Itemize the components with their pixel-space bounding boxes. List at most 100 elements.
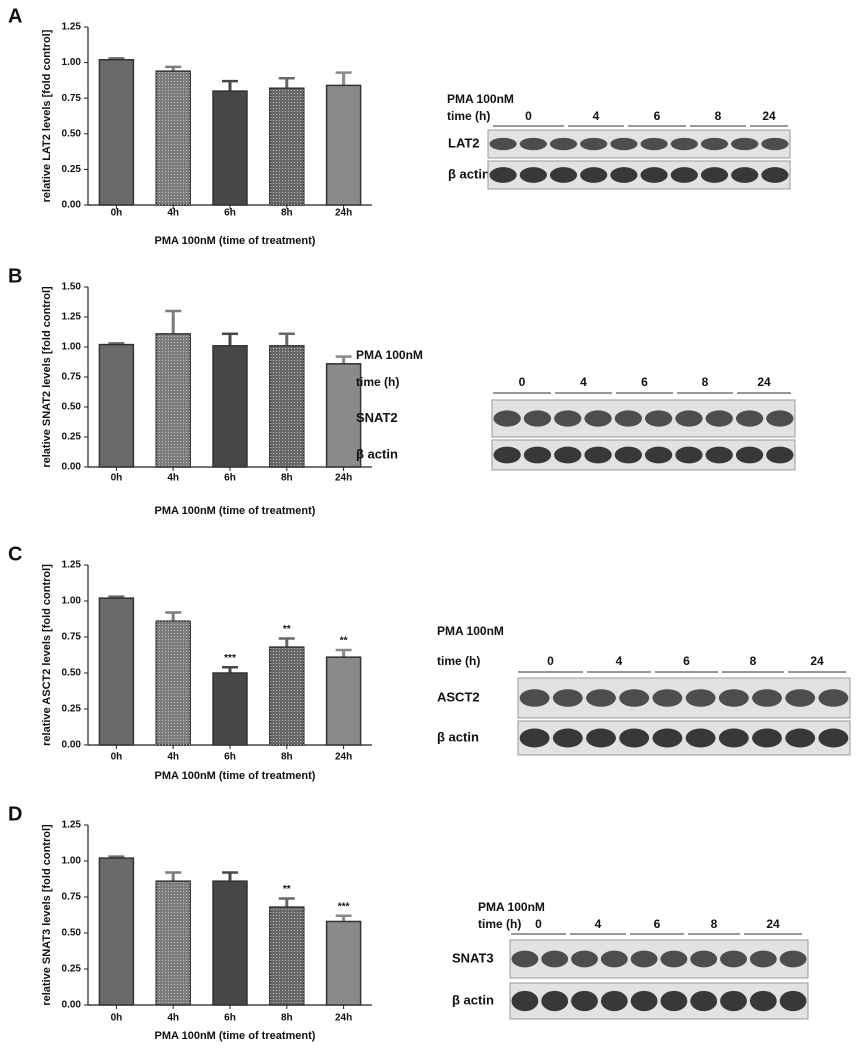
x-tick-label: 24h [335,752,352,763]
y-tick-label: 0.00 [62,1000,82,1011]
blot-band [705,446,733,464]
y-tick-label: 0.75 [62,93,82,104]
significance: ** [340,636,348,647]
blot-band [571,990,598,1012]
x-tick-label: 6h [224,1013,236,1024]
x-axis-label: PMA 100nM (time of treatment) [155,235,316,247]
significance: *** [224,653,236,664]
blot-band [685,728,716,748]
blot-band [554,446,582,464]
blot-band [700,137,729,151]
blot-band [718,728,749,748]
blot-time-label: time (h) [356,375,399,389]
blot-time: 0 [547,654,554,668]
y-axis-label: relative ASCT2 levels [fold control] [41,564,53,746]
blot-row-label: ASCT2 [437,689,480,704]
blot-band [645,446,673,464]
blot-band [630,990,658,1012]
blot-time-label: time (h) [437,654,480,668]
blot-band [554,410,582,427]
bar [325,363,362,468]
blot-band [586,728,616,748]
blot-band [493,410,521,427]
bar [98,857,135,1006]
blot-band [600,950,628,968]
x-tick-label: 24h [335,208,352,219]
bar [325,656,362,746]
blot-band [519,137,547,151]
blot-band [600,990,628,1012]
blot-band [519,167,547,183]
blot-band [785,728,816,748]
blot-row-label: β actin [452,992,494,1007]
bar-texture [269,647,304,745]
bar [212,90,248,206]
panel-letter: C [8,543,22,565]
y-tick-label: 0.75 [62,892,82,903]
y-axis-label: relative SNAT2 levels [fold control] [41,286,53,468]
x-tick-label: 6h [224,208,236,219]
x-tick-label: 0h [111,1013,123,1024]
y-tick-label: 1.00 [62,596,82,607]
x-axis-label: PMA 100nM (time of treatment) [155,770,316,782]
y-tick-label: 1.25 [62,22,82,33]
blot-band [580,167,608,183]
bar [98,597,135,746]
blot-band [705,410,733,427]
blot-band [489,137,517,151]
blot-time: 6 [654,917,661,931]
bar-texture [156,71,191,205]
blot-band [718,689,749,707]
bar-texture [269,345,304,467]
x-tick-label: 4h [167,473,179,484]
x-tick-label: 0h [111,752,123,763]
blot-band [752,689,782,707]
x-tick-label: 8h [281,208,293,219]
blot-band [761,167,789,183]
blot-band [489,167,517,183]
bar-texture [156,621,191,745]
bar-texture [156,333,191,467]
blot-band [511,990,539,1012]
blot-band [580,137,608,151]
x-tick-label: 4h [167,208,179,219]
blot-band [493,446,521,464]
bar [212,880,248,1006]
blot-band [779,990,807,1012]
x-tick-label: 4h [167,752,179,763]
blot-band [541,950,569,968]
blot-band [552,689,583,707]
x-tick-label: 8h [281,752,293,763]
bar [98,59,135,206]
blot-band [584,410,612,427]
bar [212,345,248,468]
blot-time: 24 [757,375,771,389]
y-tick-label: 0.50 [62,128,82,139]
blot-band [720,990,747,1012]
blot-time: 4 [595,917,602,931]
x-tick-label: 24h [335,473,352,484]
blot-treatment: PMA 100nM [447,92,514,106]
blot-band [549,167,578,183]
blot-band [690,990,718,1012]
y-tick-label: 1.00 [62,342,82,353]
blot-band [735,410,764,427]
blot-band [645,410,673,427]
x-axis-label: PMA 100nM (time of treatment) [155,505,316,517]
blot-band [766,446,794,464]
blot-time: 24 [762,109,776,123]
blot-band [752,728,782,748]
blot-time: 8 [702,375,709,389]
x-tick-label: 6h [224,752,236,763]
blot-band [614,446,642,464]
x-tick-label: 24h [335,1013,352,1024]
blot-row-label: β actin [437,729,479,744]
y-tick-label: 0.00 [62,740,82,751]
blot-band [766,410,794,427]
blot-band [519,728,550,748]
y-tick-label: 0.50 [62,668,82,679]
x-tick-label: 6h [224,473,236,484]
blot-band [640,137,668,151]
blot-time: 4 [593,109,600,123]
x-tick-label: 4h [167,1013,179,1024]
